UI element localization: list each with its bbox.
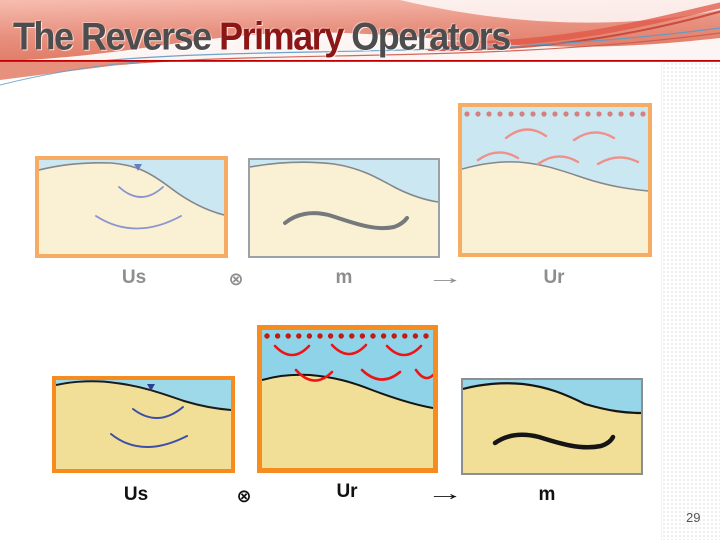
panel-us-source-top [35,156,228,258]
sediment-layer [56,381,231,469]
title-part-3: Operators [342,14,511,59]
reflector-curve [283,211,409,231]
diffraction-arc [95,215,182,230]
diffraction-arc [110,433,188,448]
label-ur-top: Ur [543,267,565,288]
operator-convolve-bottom: ⊗ [236,486,252,506]
sediment-layer [39,162,224,254]
diffraction-arc [118,186,164,198]
seabed-curve [250,161,438,203]
arrow-bottom: → [426,483,464,505]
seabed-curve [462,161,648,192]
receiver-dots-row [464,111,646,117]
seabed-curve [262,373,433,409]
diffraction-arc [132,406,184,419]
label-m-top: m [335,267,353,288]
title-part-1: The Reverse [13,14,220,59]
title-part-2: Primary [219,14,344,59]
receiver-dots-row [264,333,429,339]
sediment-layer [463,383,641,473]
title-banner: The Reverse Primary Operators [0,0,720,86]
sediment-layer [462,161,648,253]
source-marker-icon [147,384,155,391]
seabed-curve [463,382,641,415]
panel-ur-receiver-top [458,103,652,257]
label-ur-bottom: Ur [336,481,358,502]
arrow-top: → [426,267,464,289]
reflector-curve [492,432,616,450]
label-m-bottom: m [538,484,556,505]
banner-swoosh-graphic [0,0,720,86]
page-number: 29 [686,510,701,525]
label-us-top: Us [121,267,147,288]
wavefront-arcs [476,128,640,166]
source-marker-icon [134,164,142,171]
panel-m-reflector-top [248,158,440,258]
wavefront-arcs [273,343,433,382]
sediment-layer [262,374,433,468]
seabed-curve [39,162,224,216]
panel-m-reflector-bottom [461,378,643,475]
panel-us-source-bottom [52,376,235,473]
operator-convolve-top: ⊗ [228,269,244,289]
panel-ur-receiver-bottom [257,325,438,473]
title-divider-line [0,60,720,62]
background-dot-texture [661,62,720,540]
page-title: The Reverse Primary Operators [13,14,511,59]
label-us-bottom: Us [123,484,149,505]
